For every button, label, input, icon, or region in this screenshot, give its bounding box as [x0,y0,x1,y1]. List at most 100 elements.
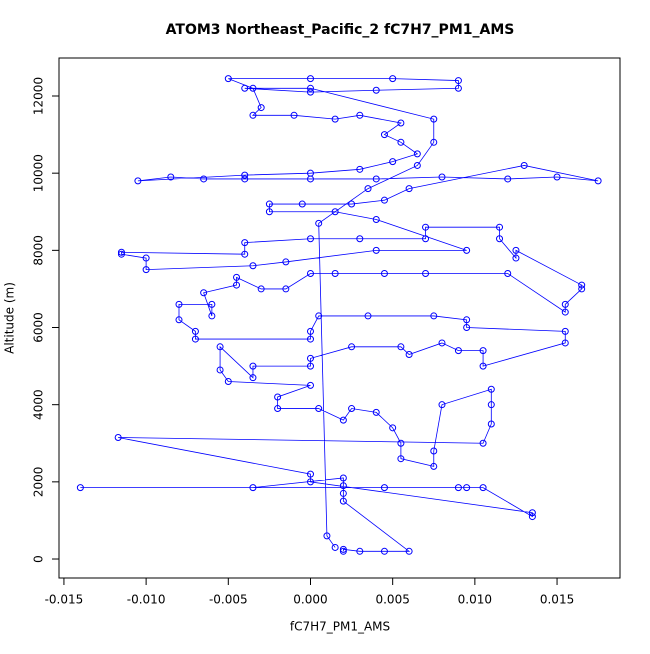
data-point [594,177,602,185]
data-point [479,484,487,492]
data-point [405,185,413,193]
data-point [331,543,339,551]
data-point [512,254,520,262]
data-point [397,138,405,146]
data-point [306,478,314,486]
data-point [372,246,380,254]
data-point [339,474,347,482]
x-tick-label: 0.010 [458,593,492,607]
data-point [578,281,586,289]
data-point [134,177,142,185]
data-point [241,175,249,183]
data-point [348,200,356,208]
data-point [249,374,257,382]
data-point [249,84,257,92]
data-point [175,316,183,324]
data-point [479,439,487,447]
data-point [463,316,471,324]
x-tick-label: 0.005 [375,593,409,607]
data-point [306,354,314,362]
x-tick-label: -0.010 [127,593,166,607]
data-point [430,462,438,470]
data-point [364,312,372,320]
data-point [306,88,314,96]
data-point [561,300,569,308]
data-point [339,497,347,505]
data-point [208,312,216,320]
data-point [200,175,208,183]
x-tick-label: -0.015 [45,593,84,607]
data-point [380,131,388,139]
data-point [339,489,347,497]
x-axis-label: fC7H7_PM1_AMS [290,620,390,634]
data-point [282,285,290,293]
data-point [389,424,397,432]
data-point [487,420,495,428]
data-point [142,254,150,262]
y-tick-label: 12000 [32,77,46,115]
data-point [348,343,356,351]
data-point [413,150,421,158]
data-point [224,75,232,83]
data-point [405,547,413,555]
data-point [306,381,314,389]
y-tick-label: 10000 [32,154,46,192]
data-point [114,433,122,441]
data-point [413,161,421,169]
data-point [348,405,356,413]
data-point [282,258,290,266]
data-point [249,484,257,492]
data-point [306,269,314,277]
data-point [430,312,438,320]
data-point [306,327,314,335]
data-point [208,300,216,308]
data-point [380,484,388,492]
data-point [142,266,150,274]
data-point [504,269,512,277]
data-point [528,509,536,517]
data-point [306,362,314,370]
data-point [454,347,462,355]
data-point [257,104,265,112]
data-point [380,547,388,555]
data-point [561,308,569,316]
data-point [167,173,175,181]
data-point [191,335,199,343]
y-tick-label: 6000 [32,312,46,343]
data-point [578,285,586,293]
data-point [265,200,273,208]
data-point [76,484,84,492]
data-point [397,455,405,463]
data-point [372,86,380,94]
data-point [438,173,446,181]
data-point [241,84,249,92]
data-point [175,300,183,308]
data-point [339,545,347,553]
data-point [216,366,224,374]
data-point [397,119,405,127]
data-point [463,324,471,332]
chart-title: ATOM3 Northeast_Pacific_2 fC7H7_PM1_AMS [166,22,515,38]
y-tick-label: 0 [32,555,46,563]
data-point [241,239,249,247]
y-tick-label: 2000 [32,467,46,498]
data-point [191,327,199,335]
x-tick-label: 0.000 [293,593,327,607]
data-point [380,269,388,277]
data-point [249,262,257,270]
data-point [553,173,561,181]
data-point [298,200,306,208]
data-point [241,250,249,258]
data-point [454,484,462,492]
data-point [487,401,495,409]
data-point [356,547,364,555]
data-point [274,393,282,401]
data-point [430,115,438,123]
data-point [323,532,331,540]
data-point [249,111,257,119]
x-tick-label: 0.015 [540,593,574,607]
y-tick-label: 8000 [32,235,46,266]
data-point [520,161,528,169]
